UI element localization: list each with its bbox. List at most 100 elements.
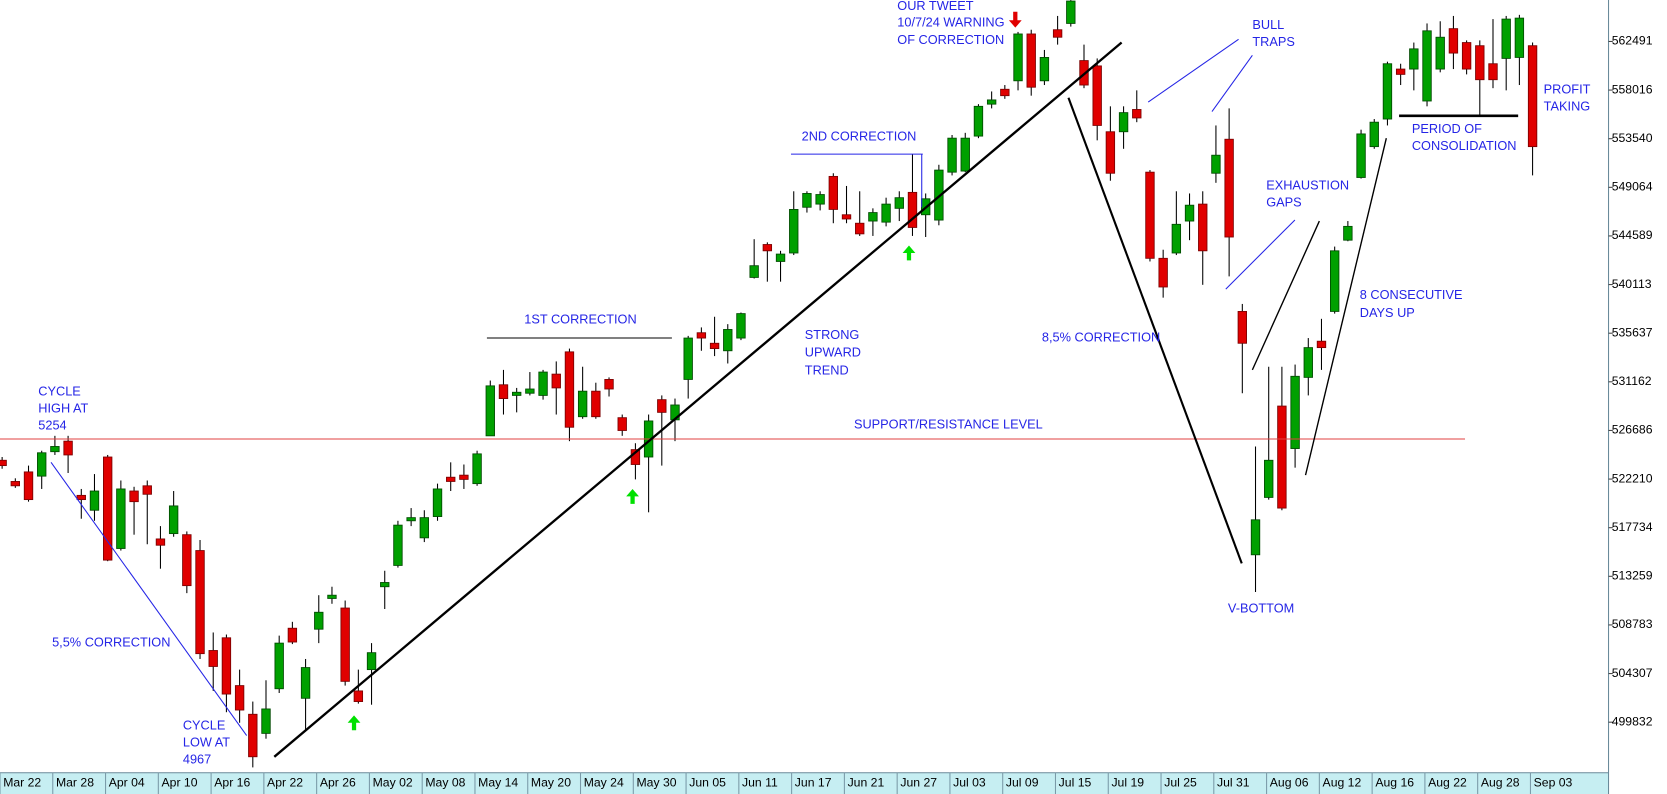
candle-body <box>0 459 7 467</box>
candle-body <box>406 517 416 522</box>
y-tick-label: 531162 <box>1612 374 1652 388</box>
x-tick-label: Jul 15 <box>1059 776 1092 790</box>
candle-body <box>89 490 100 511</box>
x-tick-label: Aug 12 <box>1323 776 1362 790</box>
y-tick-label: 549064 <box>1612 180 1653 194</box>
candle-body <box>446 476 456 482</box>
candle-body <box>208 650 218 667</box>
x-tick-label: Aug 28 <box>1481 776 1520 790</box>
y-tick-label: 504307 <box>1612 666 1653 680</box>
candle-body <box>538 371 548 396</box>
candle-body <box>274 642 284 690</box>
candle-body <box>1303 347 1313 378</box>
annotation: CYCLE <box>183 717 226 732</box>
x-tick-label: Jul 03 <box>953 776 986 790</box>
candle-body <box>314 611 324 630</box>
candle-body <box>1092 65 1102 126</box>
y-tick-label: 526686 <box>1612 423 1653 437</box>
candle-body <box>1369 121 1379 148</box>
annotation: TAKING <box>1544 99 1591 114</box>
annotation: PROFIT <box>1544 82 1591 97</box>
candle-body <box>380 582 390 588</box>
pointer-line <box>1251 220 1320 371</box>
x-tick-label: Mar 22 <box>3 776 41 790</box>
x-tick-label: Jun 05 <box>689 776 726 790</box>
annotation: LOW AT <box>183 734 230 749</box>
candle-body <box>1514 17 1525 58</box>
down-arrow <box>1008 11 1022 28</box>
candle-body <box>1224 138 1234 238</box>
candle-body <box>1316 340 1327 349</box>
x-tick-label: Jul 31 <box>1217 776 1250 790</box>
y-tick-label: 540113 <box>1612 277 1652 291</box>
x-tick-label: Jul 25 <box>1164 776 1197 790</box>
candle-body <box>142 485 152 495</box>
annotation: 5254 <box>38 418 66 433</box>
annotation: STRONG <box>805 327 860 342</box>
x-tick-label: May 30 <box>636 776 676 790</box>
annotation: GAPS <box>1266 194 1301 209</box>
annotation: DAYS UP <box>1360 305 1415 320</box>
y-tick-label: 544589 <box>1612 228 1653 242</box>
candle-body <box>23 471 34 501</box>
candle-body <box>894 197 904 209</box>
candle-body <box>1343 225 1353 241</box>
candle-body <box>815 194 825 205</box>
axes: 562491 558016 553540 549064 544589 540113 5356… <box>0 34 1653 794</box>
candle-body <box>1105 131 1116 174</box>
candle-body <box>1448 28 1459 54</box>
candle-body <box>551 373 561 389</box>
candle-body <box>564 351 575 428</box>
annotation-shapes <box>50 11 1519 758</box>
candle-body <box>604 379 614 390</box>
pointer-line <box>1147 38 1239 103</box>
candle-body <box>261 708 271 734</box>
candle-body <box>1211 154 1221 174</box>
annotation: 1ST CORRECTION <box>524 311 636 326</box>
annotation: 8,5% CORRECTION <box>1042 329 1160 344</box>
x-tick-label: Jun 21 <box>848 776 885 790</box>
candle-body <box>1501 18 1511 59</box>
pointer-line <box>1211 54 1253 112</box>
candle-body <box>1237 311 1247 344</box>
candle-body <box>1026 33 1036 88</box>
candle-body <box>498 384 509 399</box>
x-tick-label: Aug 22 <box>1428 776 1467 790</box>
candle-body <box>459 474 469 480</box>
y-tick-label: 535637 <box>1612 325 1653 339</box>
candle-body <box>76 494 86 501</box>
candle-body <box>1329 250 1340 312</box>
candle-body <box>775 253 786 262</box>
candles <box>0 0 1538 768</box>
annotation: HIGH AT <box>38 401 88 416</box>
annotation: 2ND CORRECTION <box>802 128 917 143</box>
candle-body <box>1171 223 1182 254</box>
candle-body <box>1356 133 1366 178</box>
candle-body <box>1475 45 1485 81</box>
annotation: BULL <box>1252 17 1284 32</box>
candle-body <box>749 265 759 278</box>
y-tick-label: 522210 <box>1612 471 1653 485</box>
candle-body <box>802 193 812 208</box>
candle-body <box>1184 204 1195 222</box>
annotation: PERIOD OF <box>1412 121 1482 136</box>
annotation: CONSOLIDATION <box>1412 138 1517 153</box>
annotation: TREND <box>805 362 849 377</box>
candle-body <box>1527 45 1538 148</box>
candle-body <box>472 453 482 485</box>
annotation: 8 CONSECUTIVE <box>1360 287 1463 302</box>
candle-body <box>736 313 746 339</box>
candle-body <box>1264 459 1274 498</box>
candle-body <box>327 594 337 599</box>
candle-body <box>907 191 918 228</box>
candle-body <box>1132 109 1142 119</box>
candle-body <box>1198 203 1208 252</box>
y-tick-label: 499832 <box>1612 714 1653 728</box>
candle-body <box>591 390 601 418</box>
candle-body <box>168 505 179 535</box>
candle-body <box>1052 29 1063 38</box>
candle-body <box>182 534 192 587</box>
candle-body <box>1066 0 1076 24</box>
x-tick-label: May 24 <box>584 776 624 790</box>
